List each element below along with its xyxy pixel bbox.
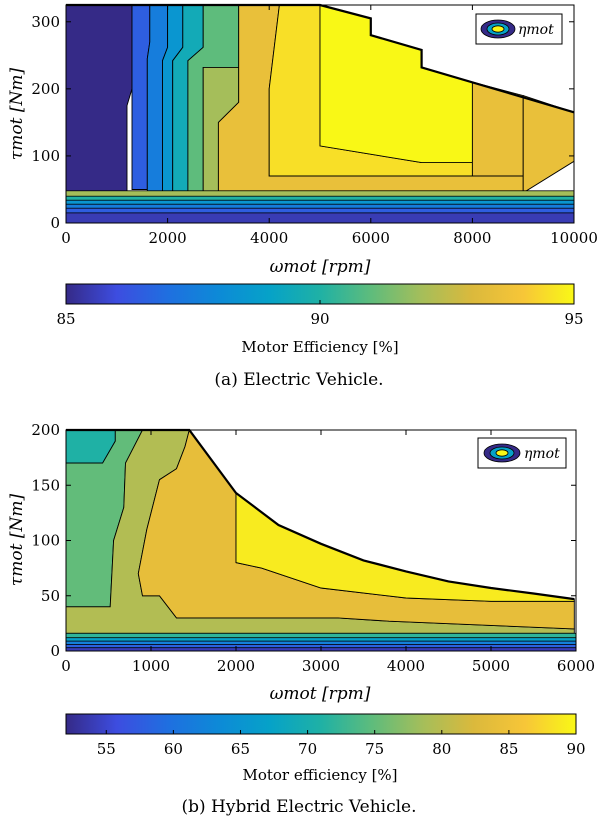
legend-label-hev: ηmot	[524, 446, 560, 462]
x-axis-label-hev: ωmot [rpm]	[270, 684, 371, 704]
colorbar-tick-label: 95	[564, 310, 583, 328]
x-tick-label: 0	[61, 229, 71, 247]
x-tick-label: 10000	[550, 229, 598, 247]
legend-hev[interactable]: ηmot	[477, 437, 567, 469]
legend-contour-icon	[480, 19, 516, 39]
y-tick-label: 200	[31, 421, 60, 439]
x-tick-label: 2000	[217, 657, 255, 675]
colorbar-tick-label: 75	[365, 740, 384, 758]
caption-hev: (b) Hybrid Electric Vehicle.	[181, 797, 416, 817]
x-tick-label: 4000	[250, 229, 288, 247]
x-tick-label: 6000	[557, 657, 595, 675]
contour-band	[66, 212, 574, 223]
x-tick-label: 0	[61, 657, 71, 675]
y-tick-label: 200	[31, 80, 60, 98]
legend-label-ev: ηmot	[518, 22, 554, 38]
colorbar-tick-label: 70	[298, 740, 317, 758]
colorbar-tick-label: 60	[164, 740, 183, 758]
contour-region	[66, 5, 133, 223]
colorbar-ev: 85 90 95 Motor Efficiency [%]	[56, 283, 584, 356]
colorbar-tick-label: 90	[310, 310, 329, 328]
colorbar-tick-label: 65	[231, 740, 250, 758]
y-tick-label: 100	[31, 532, 60, 550]
legend-contour-icon	[483, 443, 521, 463]
colorbar-tick-label: 80	[432, 740, 451, 758]
colorbar-label-ev: Motor Efficiency [%]	[241, 338, 398, 356]
y-axis-label-hev: τmot [Nm]	[7, 494, 27, 587]
colorbar-label-hev: Motor efficiency [%]	[242, 766, 397, 784]
y-tick-label: 100	[31, 147, 60, 165]
colorbar-tick-label: 85	[499, 740, 518, 758]
legend-ev[interactable]: ηmot	[475, 13, 563, 45]
y-tick-label: 300	[31, 13, 60, 31]
y-tick-label: 50	[41, 587, 60, 605]
chart-ev: 0 2000 4000 6000 8000 10000 0 100 200 300 ωmot […	[7, 3, 598, 390]
x-tick-label: 3000	[302, 657, 340, 675]
colorbar-hev: 55 60 65 70 75 80 85 90 Motor efficiency [%]	[65, 713, 586, 784]
colorbar-tick-label: 55	[97, 740, 116, 758]
x-axis-label-ev: ωmot [rpm]	[270, 257, 371, 277]
caption-ev: (a) Electric Vehicle.	[214, 370, 383, 390]
y-tick-label: 150	[31, 476, 60, 494]
y-axis-label-ev: τmot [Nm]	[7, 68, 27, 161]
colorbar-tick-label: 85	[56, 310, 75, 328]
x-tick-label: 4000	[387, 657, 425, 675]
max-torque-curve-hev	[66, 428, 575, 601]
axes-frame-ev	[65, 4, 575, 224]
colorbar-tick-label: 90	[566, 740, 585, 758]
x-tick-label: 6000	[352, 229, 390, 247]
x-tick-label: 1000	[132, 657, 170, 675]
x-tick-label: 8000	[453, 229, 491, 247]
x-tick-label: 5000	[472, 657, 510, 675]
y-tick-label: 0	[50, 642, 60, 660]
y-tick-label: 0	[50, 214, 60, 232]
x-tick-label: 2000	[149, 229, 187, 247]
chart-hev: 0 1000 2000 3000 4000 5000 6000 0 50 100 150 200 ω…	[7, 421, 595, 817]
